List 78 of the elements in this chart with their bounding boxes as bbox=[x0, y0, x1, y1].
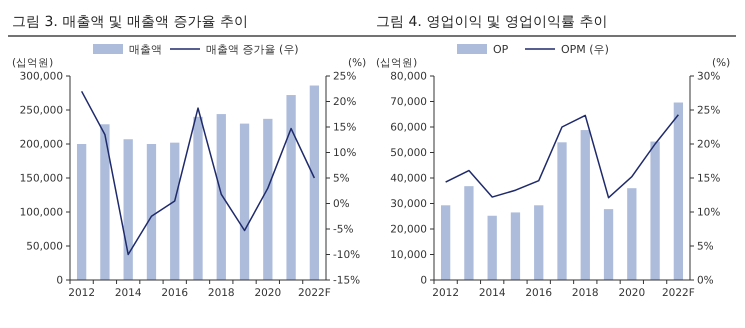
bar bbox=[146, 144, 156, 280]
y-tick-label: 200,000 bbox=[20, 138, 63, 151]
y-tick-label: 100,000 bbox=[20, 206, 63, 219]
y-axis-title: (십억원) bbox=[12, 57, 54, 69]
x-tick-label: 2018 bbox=[208, 287, 235, 299]
bar bbox=[580, 130, 590, 280]
bar bbox=[193, 116, 203, 280]
bar bbox=[216, 114, 226, 280]
y2-tick-label: 5% bbox=[697, 240, 714, 253]
y2-axis-title: (%) bbox=[348, 57, 366, 69]
legend-label: 매출액 증가율 (우) bbox=[206, 43, 299, 56]
x-tick-label: 2022F bbox=[662, 287, 695, 299]
bar bbox=[557, 142, 567, 280]
y2-tick-label: -10% bbox=[333, 249, 360, 262]
y-tick-label: 150,000 bbox=[20, 172, 63, 185]
bar bbox=[240, 124, 250, 280]
y2-tick-label: 15% bbox=[697, 172, 720, 185]
bar bbox=[488, 216, 497, 280]
bar bbox=[170, 142, 180, 280]
x-tick-label: 2020 bbox=[618, 287, 646, 299]
x-tick-label: 2014 bbox=[114, 287, 142, 299]
bar bbox=[674, 102, 684, 280]
y2-axis-title: (%) bbox=[712, 57, 730, 69]
x-tick-label: 2022F bbox=[298, 287, 331, 299]
legend-label: 매출액 bbox=[129, 43, 162, 56]
bar bbox=[124, 139, 133, 280]
chart-title: 그림 3. 매출액 및 매출액 증가율 추이 bbox=[12, 14, 248, 30]
x-tick-label: 2012 bbox=[432, 287, 460, 299]
y-tick-label: 300,000 bbox=[20, 70, 63, 83]
bar bbox=[310, 86, 320, 280]
y-tick-label: 20,000 bbox=[390, 224, 427, 236]
y2-tick-label: 10% bbox=[333, 147, 356, 160]
bar bbox=[604, 209, 614, 280]
y-tick-label: 250,000 bbox=[20, 104, 63, 117]
y2-tick-label: 30% bbox=[697, 70, 720, 83]
y-tick-label: 80,000 bbox=[390, 70, 427, 83]
bar bbox=[627, 188, 636, 280]
bar bbox=[440, 205, 450, 280]
y-tick-label: 50,000 bbox=[390, 147, 427, 160]
x-tick-label: 2018 bbox=[572, 287, 599, 299]
bar bbox=[464, 186, 474, 280]
y2-tick-label: -5% bbox=[333, 224, 354, 236]
chart-title: 그림 4. 영업이익 및 영업이익률 추이 bbox=[376, 14, 608, 30]
y-axis-title: (십억원) bbox=[376, 57, 418, 69]
y-tick-label: 60,000 bbox=[390, 122, 427, 134]
bar bbox=[100, 124, 110, 280]
y2-tick-label: 25% bbox=[697, 104, 720, 117]
x-tick-label: 2020 bbox=[254, 287, 282, 299]
x-tick-label: 2012 bbox=[68, 287, 96, 299]
legend-label: OPM (우) bbox=[561, 43, 609, 56]
y2-tick-label: 25% bbox=[333, 70, 356, 83]
y-tick-label: 50,000 bbox=[26, 240, 63, 253]
y2-tick-label: 20% bbox=[697, 138, 720, 151]
y-tick-label: 70,000 bbox=[390, 96, 427, 108]
y2-tick-label: 10% bbox=[697, 206, 720, 219]
x-tick-label: 2016 bbox=[525, 287, 552, 299]
y2-tick-label: 0% bbox=[333, 198, 350, 210]
bar bbox=[534, 205, 544, 280]
legend-label: OP bbox=[493, 43, 509, 56]
bar bbox=[76, 144, 86, 280]
bar bbox=[286, 95, 296, 280]
y-tick-label: 40,000 bbox=[390, 172, 427, 185]
y-tick-label: 10,000 bbox=[390, 249, 427, 262]
line-series bbox=[80, 90, 316, 256]
bar bbox=[263, 118, 272, 280]
y2-tick-label: 5% bbox=[333, 172, 350, 185]
x-tick-label: 2016 bbox=[161, 287, 188, 299]
y-tick-label: 30,000 bbox=[390, 198, 427, 210]
bar bbox=[510, 212, 520, 280]
bar bbox=[650, 142, 660, 280]
y-tick-label: 0 bbox=[420, 274, 427, 287]
y2-tick-label: -15% bbox=[333, 274, 360, 287]
y2-tick-label: 0% bbox=[697, 274, 714, 287]
y2-tick-label: 20% bbox=[333, 96, 356, 108]
line-series bbox=[444, 114, 680, 198]
y2-tick-label: 15% bbox=[333, 122, 356, 134]
y-tick-label: 0 bbox=[56, 274, 63, 287]
x-tick-label: 2014 bbox=[478, 287, 506, 299]
